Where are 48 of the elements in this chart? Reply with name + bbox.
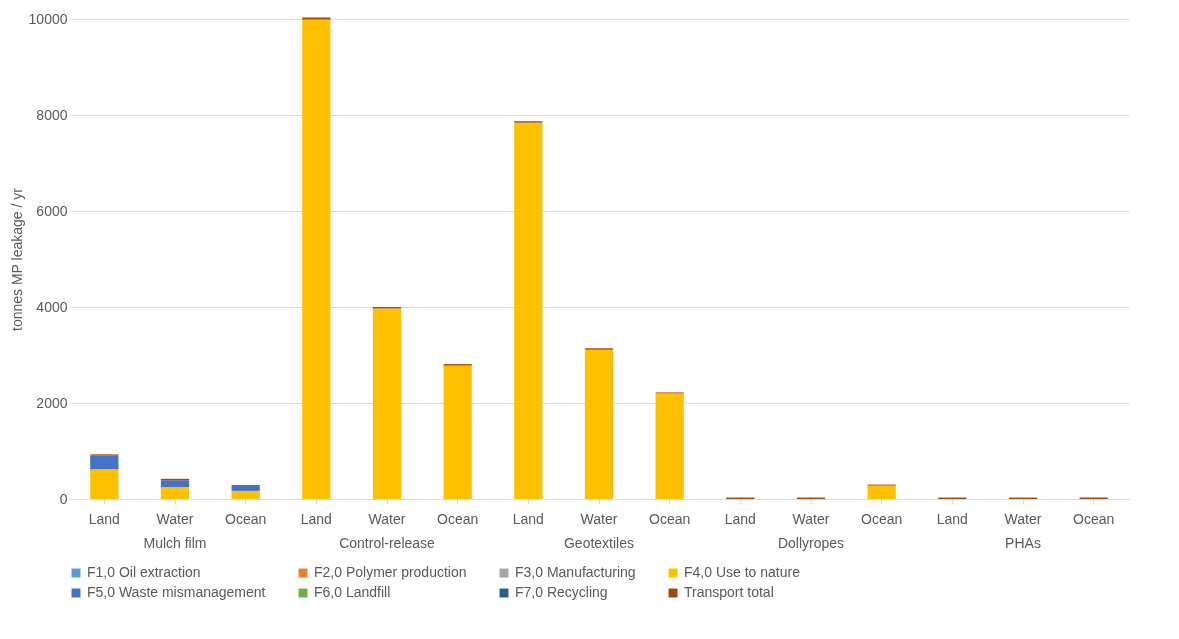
x-tick-label: Water [1004,510,1042,527]
y-tick-label: 4000 [36,298,68,315]
bar [160,487,190,499]
y-tick-label: 0 [59,490,68,507]
legend-label: F2,0 Polymer production [314,564,467,580]
text: Control-release [339,535,436,551]
bar [90,469,119,499]
bar [90,455,119,470]
x-tick-label: Land [300,510,332,527]
y-tick-label: 10000 [28,10,68,27]
text: Dollyropes [777,535,845,551]
bar [231,486,260,491]
bar [655,393,684,499]
y-tick-label: 8000 [36,106,68,123]
bar [372,308,402,499]
x-tick-label: Water [368,510,406,527]
bar [867,485,896,499]
x-tick-label: Water [156,510,194,527]
y-tick-label: 2000 [36,394,68,411]
x-tick-label: Land [512,510,544,527]
y-tick-label: 6000 [36,202,68,219]
legend-label: F7,0 Recycling [515,584,608,600]
x-tick-label: Land [724,510,756,527]
legend-label: F3,0 Manufacturing [515,564,636,580]
x-tick-label: Ocean [437,510,479,527]
bar [514,122,543,499]
x-tick-label: Land [88,510,120,527]
bar [231,490,260,499]
bar [584,349,614,499]
bar [160,480,190,487]
text: Mulch film [143,535,207,551]
x-tick-label: Water [792,510,830,527]
bar [302,19,331,499]
x-tick-label: Ocean [861,510,903,527]
x-tick-label: Water [580,510,618,527]
legend-label: Transport total [684,584,774,600]
legend-label: F4,0 Use to nature [684,564,801,580]
text: Geotextiles [563,535,635,551]
x-tick-label: Ocean [649,510,691,527]
x-tick-label: Ocean [1073,510,1115,527]
x-tick-label: Land [936,510,968,527]
y-axis-title: tonnes MP leakage / yr [8,187,25,331]
text: PHAs [1005,535,1041,551]
legend-label: F1,0 Oil extraction [87,564,201,580]
legend-label: F6,0 Landfill [314,584,391,600]
bar [443,365,472,499]
x-tick-label: Ocean [225,510,267,527]
legend-label: F5,0 Waste mismanagement [87,584,266,600]
